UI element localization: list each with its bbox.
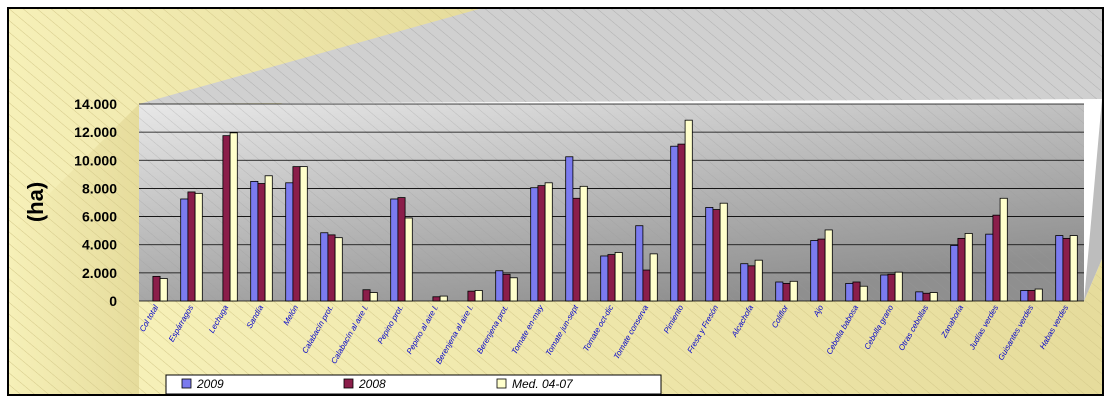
bar bbox=[194, 192, 203, 302]
bar bbox=[852, 281, 861, 302]
bar bbox=[684, 119, 693, 302]
bar bbox=[775, 281, 784, 302]
legend-label: 2008 bbox=[358, 377, 386, 391]
y-tick-label: 6.000 bbox=[82, 209, 117, 225]
bar bbox=[495, 270, 504, 302]
bar bbox=[1062, 237, 1071, 302]
y-tick-label: 4.000 bbox=[82, 237, 117, 253]
bar bbox=[614, 252, 623, 302]
bar bbox=[229, 132, 238, 302]
y-tick-label: 2.000 bbox=[82, 265, 117, 281]
y-axis: 0 2.000 4.000 6.000 8.000 10.000 12.000 14.000 bbox=[74, 96, 117, 309]
bar bbox=[845, 283, 854, 302]
bar bbox=[985, 233, 994, 302]
bar bbox=[334, 237, 343, 302]
bar bbox=[390, 198, 399, 302]
bar bbox=[957, 237, 966, 302]
bar bbox=[474, 290, 483, 302]
bar bbox=[740, 263, 749, 302]
bar bbox=[880, 274, 889, 302]
legend-swatch bbox=[496, 378, 507, 389]
bar bbox=[824, 229, 833, 302]
bar bbox=[292, 166, 301, 302]
legend-label: 2009 bbox=[196, 377, 224, 391]
bar bbox=[922, 292, 931, 302]
bar bbox=[467, 290, 476, 302]
bar bbox=[747, 265, 756, 302]
bar bbox=[565, 156, 574, 302]
bar bbox=[705, 207, 714, 302]
y-tick-label: 12.000 bbox=[74, 124, 117, 140]
bar bbox=[670, 145, 679, 302]
bar bbox=[530, 187, 539, 302]
bar bbox=[607, 254, 616, 302]
bar bbox=[369, 292, 378, 302]
bar bbox=[929, 292, 938, 302]
bar bbox=[894, 271, 903, 302]
bar bbox=[712, 209, 721, 302]
bars bbox=[152, 119, 1078, 302]
bar bbox=[299, 166, 308, 302]
y-tick-label: 0 bbox=[109, 293, 117, 309]
bar bbox=[285, 182, 294, 302]
bar bbox=[817, 238, 826, 302]
bar bbox=[600, 255, 609, 302]
bar bbox=[1027, 290, 1036, 302]
bar bbox=[999, 197, 1008, 302]
y-tick-label: 10.000 bbox=[74, 152, 117, 168]
bar bbox=[320, 232, 329, 302]
bar bbox=[502, 273, 511, 302]
bar bbox=[250, 180, 259, 302]
bar bbox=[677, 143, 686, 302]
bar bbox=[327, 234, 336, 302]
legend-label: Med. 04-07 bbox=[512, 377, 574, 391]
bar bbox=[719, 202, 728, 302]
bar bbox=[257, 183, 266, 302]
bar bbox=[187, 191, 196, 302]
bar bbox=[642, 269, 651, 302]
legend-swatch bbox=[343, 378, 354, 389]
y-tick-label: 8.000 bbox=[82, 180, 117, 196]
y-tick-label: 14.000 bbox=[74, 96, 117, 112]
bar bbox=[1020, 290, 1029, 302]
bar bbox=[537, 185, 546, 302]
bar bbox=[152, 275, 161, 302]
bar bbox=[579, 185, 588, 302]
chart-frame: 0 2.000 4.000 6.000 8.000 10.000 12.000 14.000 … bbox=[7, 7, 1104, 396]
bar bbox=[1069, 235, 1078, 302]
bar bbox=[544, 182, 553, 302]
bar bbox=[159, 278, 168, 302]
legend-swatch bbox=[181, 378, 192, 389]
bar bbox=[782, 283, 791, 302]
bar bbox=[397, 197, 406, 302]
bar bbox=[509, 277, 518, 302]
bar bbox=[649, 253, 658, 302]
y-axis-label: (ha) bbox=[23, 182, 48, 222]
bar bbox=[180, 198, 189, 302]
bar bbox=[992, 214, 1001, 302]
bar bbox=[887, 273, 896, 302]
bar bbox=[362, 289, 371, 302]
bar bbox=[950, 245, 959, 302]
bar bbox=[635, 225, 644, 302]
legend: 2009 2008 Med. 04-07 bbox=[165, 374, 662, 394]
bar bbox=[572, 197, 581, 302]
bar bbox=[404, 217, 413, 302]
legend-box bbox=[165, 374, 662, 394]
bar bbox=[439, 295, 448, 302]
bar bbox=[222, 135, 231, 302]
bar bbox=[1034, 288, 1043, 302]
bar bbox=[810, 240, 819, 302]
bar bbox=[264, 175, 273, 302]
bar bbox=[754, 259, 763, 302]
bar-chart: 02.0004.0006.0008.00010.00012.00014.000 … bbox=[9, 9, 1102, 394]
bar bbox=[1055, 235, 1064, 302]
bar bbox=[964, 233, 973, 302]
bar bbox=[789, 280, 798, 302]
bar bbox=[859, 285, 868, 302]
bar bbox=[915, 291, 924, 302]
bar bbox=[432, 296, 441, 302]
